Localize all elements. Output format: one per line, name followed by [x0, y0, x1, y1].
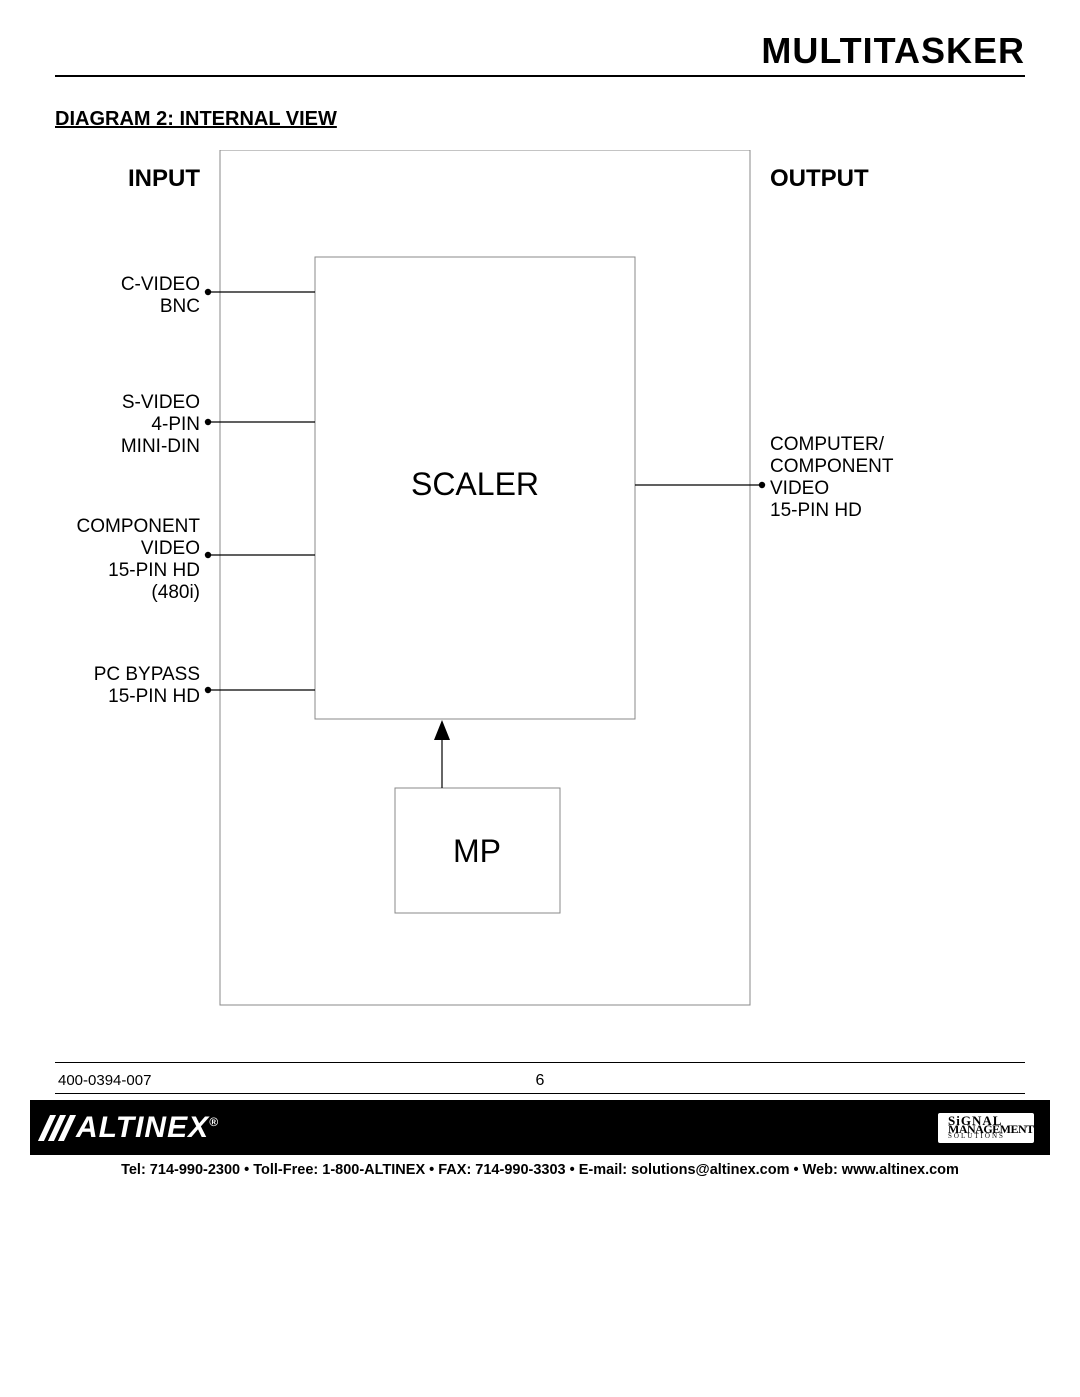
output-group: COMPUTER/ COMPONENT VIDEO 15-PIN HD	[635, 434, 894, 521]
output-line-1: COMPONENT	[770, 456, 894, 477]
input-1-line-0: S-VIDEO	[122, 392, 200, 413]
mp-label: MP	[453, 833, 501, 869]
altinex-logo: ALTINEX®	[44, 1111, 219, 1145]
output-line-3: 15-PIN HD	[770, 500, 862, 521]
input-2-line-2: 15-PIN HD	[108, 560, 200, 581]
contact-line: Tel: 714-990-2300 • Toll-Free: 1-800-ALT…	[30, 1162, 1050, 1178]
page-number: 6	[0, 1072, 1080, 1090]
input-2-line-3: (480i)	[151, 582, 200, 603]
input-group-3: PC BYPASS 15-PIN HD	[94, 664, 315, 707]
input-2-line-0: COMPONENT	[77, 516, 201, 537]
input-2-line-1: VIDEO	[141, 538, 200, 559]
outer-box	[220, 150, 750, 1005]
output-line-2: VIDEO	[770, 478, 829, 499]
footer-rule-bot	[55, 1093, 1025, 1094]
header-title: MULTITASKER	[761, 30, 1025, 72]
page: MULTITASKER DIAGRAM 2: INTERNAL VIEW SCA…	[0, 0, 1080, 1397]
output-dot	[759, 482, 765, 488]
input-heading: INPUT	[128, 165, 200, 192]
input-3-line-1: 15-PIN HD	[108, 686, 200, 707]
output-heading: OUTPUT	[770, 165, 869, 192]
mp-arrow-head	[434, 720, 450, 740]
signal-management-box: SiGNAL MANAGEMENT SOLUTIONS	[936, 1111, 1036, 1145]
diagram-svg: SCALER MP INPUT OUTPUT C-VIDEO BNC S-VID…	[0, 150, 1080, 1030]
input-3-line-0: PC BYPASS	[94, 664, 200, 685]
input-group-0: C-VIDEO BNC	[121, 274, 315, 317]
diagram-title: DIAGRAM 2: INTERNAL VIEW	[55, 108, 337, 131]
input-1-line-1: 4-PIN	[151, 414, 200, 435]
input-1-line-2: MINI-DIN	[121, 436, 200, 457]
footer-bar: ALTINEX® SiGNAL MANAGEMENT SOLUTIONS	[30, 1100, 1050, 1155]
input-0-line-1: BNC	[160, 296, 200, 317]
logo-text-value: ALTINEX	[76, 1111, 209, 1144]
scaler-label: SCALER	[411, 466, 539, 502]
input-group-2: COMPONENT VIDEO 15-PIN HD (480i)	[77, 516, 316, 603]
input-0-line-0: C-VIDEO	[121, 274, 200, 295]
header-rule	[55, 75, 1025, 77]
footer-rule-top	[55, 1062, 1025, 1063]
output-line-0: COMPUTER/	[770, 434, 885, 455]
logo-reg: ®	[209, 1115, 219, 1129]
logo-text: ALTINEX®	[76, 1111, 219, 1145]
logo-stripes-icon	[44, 1115, 70, 1141]
input-group-1: S-VIDEO 4-PIN MINI-DIN	[121, 392, 315, 457]
